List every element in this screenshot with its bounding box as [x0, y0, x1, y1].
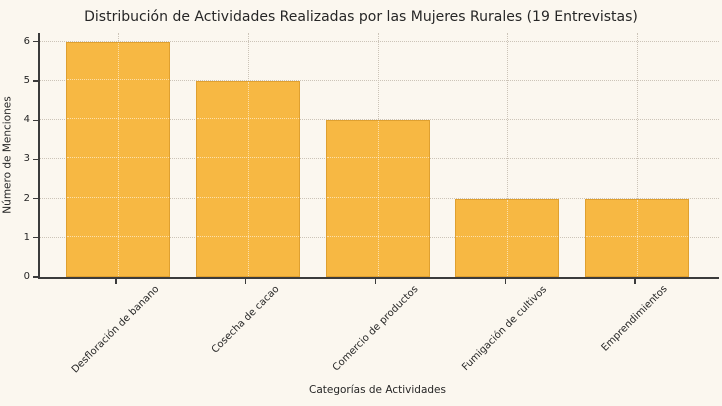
bar-3 — [325, 120, 430, 277]
chart-title: Distribución de Actividades Realizadas p… — [84, 9, 638, 25]
x-tick-label: Cosecha de cacao — [209, 284, 282, 356]
x-tick-mark — [374, 279, 377, 284]
y-tick-mark — [33, 119, 38, 121]
x-tick-label: Emprendimientos — [599, 283, 670, 355]
bar-internal-gridline — [377, 121, 379, 276]
x-tick-label: Desfloración de banano — [69, 284, 162, 376]
y-tick-label: 0 — [23, 271, 30, 282]
gridline-vertical — [507, 33, 509, 277]
x-tick-label: Comercio de productos — [330, 284, 421, 374]
bar-internal-gridline — [507, 199, 509, 276]
y-tick-mark — [33, 80, 38, 82]
y-tick-label: 3 — [23, 153, 30, 165]
y-tick-label: 6 — [23, 35, 30, 47]
plot-area — [38, 33, 719, 279]
x-tick-mark — [504, 279, 506, 284]
y-tick-label: 1 — [23, 231, 30, 243]
gridline-horizontal — [40, 40, 719, 42]
y-tick-mark — [33, 158, 38, 161]
bar-5 — [585, 198, 690, 277]
y-tick-mark — [33, 41, 38, 43]
x-tick-label: Fumigación de cultivos — [460, 284, 550, 373]
y-tick-label: 4 — [23, 114, 30, 126]
x-tick-mark — [245, 279, 247, 284]
x-axis-label: Categorías de Actividades — [308, 384, 446, 396]
gridline-vertical — [637, 33, 639, 277]
y-tick-mark — [33, 237, 38, 239]
bar-internal-gridline — [117, 42, 119, 276]
bar-internal-gridline — [247, 82, 249, 276]
y-tick-label: 2 — [23, 192, 30, 204]
x-tick-mark — [634, 279, 636, 284]
gridline-horizontal — [40, 119, 719, 121]
x-tick-mark — [115, 279, 117, 284]
gridline-horizontal — [40, 80, 719, 81]
y-tick-mark — [33, 276, 38, 278]
bar-2 — [195, 81, 300, 277]
bar-4 — [455, 198, 560, 277]
bar-1 — [65, 41, 170, 277]
y-tick-mark — [33, 197, 38, 200]
bar-internal-gridline — [637, 199, 639, 276]
y-tick-label: 5 — [23, 75, 30, 86]
